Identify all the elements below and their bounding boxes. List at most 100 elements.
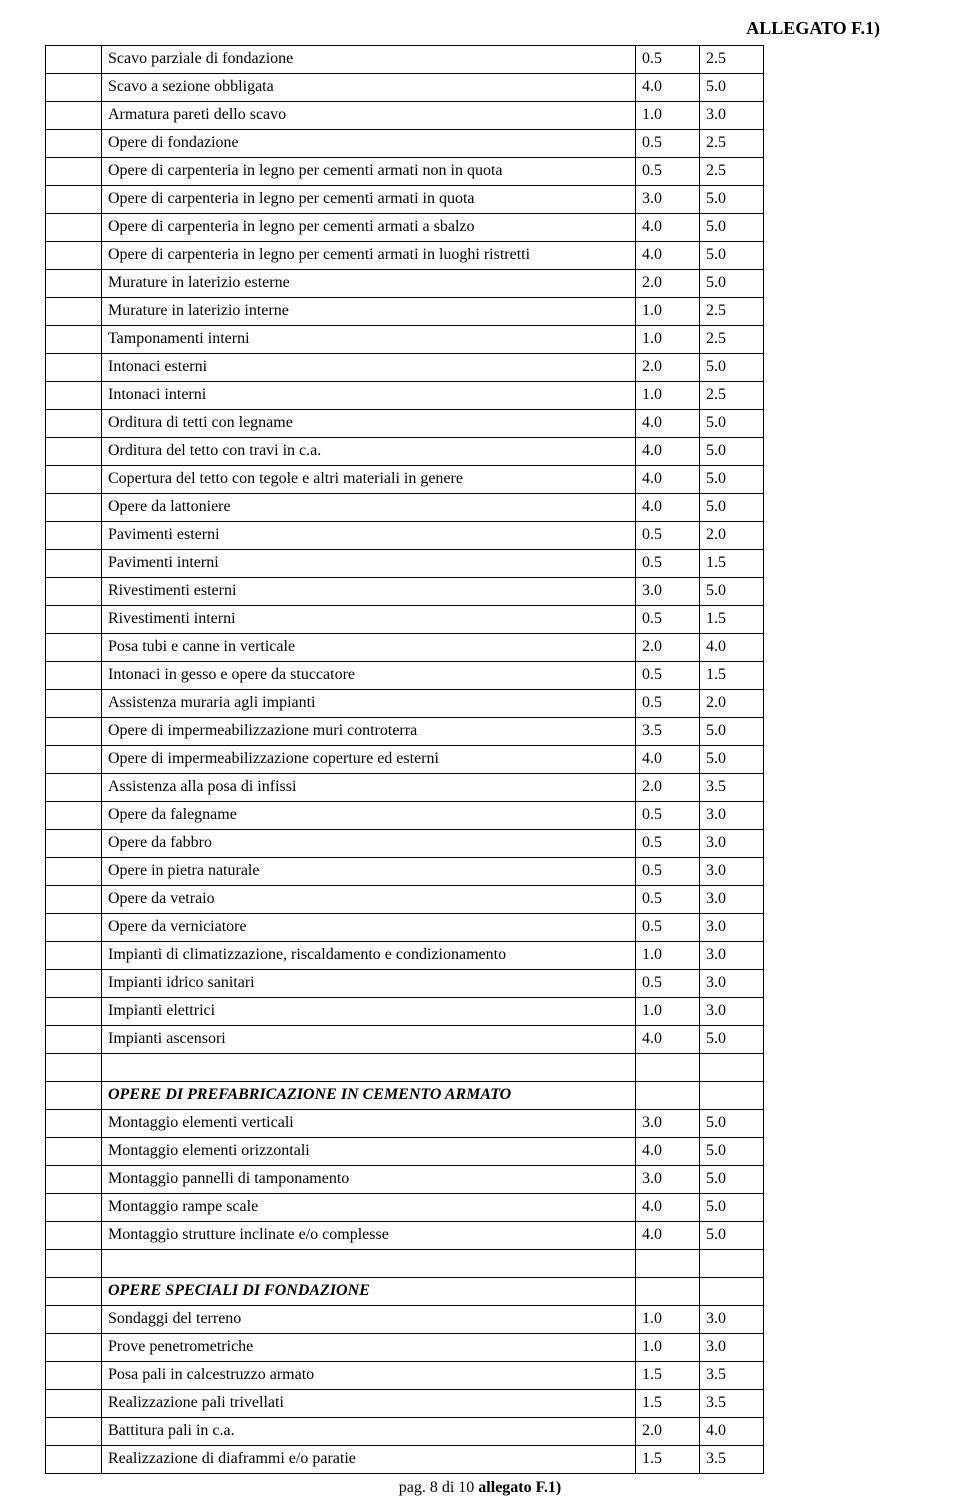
table-row: Montaggio pannelli di tamponamento3.05.0 xyxy=(46,1166,764,1194)
empty-cell xyxy=(46,214,102,242)
empty-cell xyxy=(46,494,102,522)
value-2: 1.5 xyxy=(700,662,764,690)
table-row: Rivestimenti interni0.51.5 xyxy=(46,606,764,634)
item-label: Intonaci interni xyxy=(102,382,636,410)
empty-cell xyxy=(46,690,102,718)
empty-cell xyxy=(46,1362,102,1390)
empty-cell xyxy=(46,606,102,634)
empty-cell xyxy=(46,1082,102,1110)
empty-cell xyxy=(46,634,102,662)
empty-cell xyxy=(700,1082,764,1110)
empty-cell xyxy=(636,1250,700,1278)
table-row: Montaggio strutture inclinate e/o comple… xyxy=(46,1222,764,1250)
table-row: Opere di fondazione0.52.5 xyxy=(46,130,764,158)
empty-cell xyxy=(700,1278,764,1306)
table-row: Intonaci esterni2.05.0 xyxy=(46,354,764,382)
value-1: 1.0 xyxy=(636,102,700,130)
value-2: 3.0 xyxy=(700,886,764,914)
table-row: Montaggio rampe scale4.05.0 xyxy=(46,1194,764,1222)
item-label: Murature in laterizio esterne xyxy=(102,270,636,298)
empty-cell xyxy=(46,1054,102,1082)
item-label: Impianti idrico sanitari xyxy=(102,970,636,998)
table-row: Copertura del tetto con tegole e altri m… xyxy=(46,466,764,494)
value-2: 5.0 xyxy=(700,1138,764,1166)
item-label: Realizzazione pali trivellati xyxy=(102,1390,636,1418)
empty-cell xyxy=(46,1250,102,1278)
item-label: Pavimenti esterni xyxy=(102,522,636,550)
table-row xyxy=(46,1054,764,1082)
value-2: 3.0 xyxy=(700,102,764,130)
value-2: 5.0 xyxy=(700,1222,764,1250)
table-row: Opere da fabbro0.53.0 xyxy=(46,830,764,858)
empty-cell xyxy=(46,746,102,774)
value-1: 3.0 xyxy=(636,1166,700,1194)
table-row: Intonaci in gesso e opere da stuccatore0… xyxy=(46,662,764,690)
value-2: 3.0 xyxy=(700,830,764,858)
item-label: Opere di carpenteria in legno per cement… xyxy=(102,242,636,270)
value-2: 3.5 xyxy=(700,1390,764,1418)
value-2: 2.0 xyxy=(700,522,764,550)
table-row: Opere di carpenteria in legno per cement… xyxy=(46,186,764,214)
value-2: 2.5 xyxy=(700,326,764,354)
empty-cell xyxy=(46,438,102,466)
empty-cell xyxy=(46,382,102,410)
item-label: Realizzazione di diaframmi e/o paratie xyxy=(102,1446,636,1474)
table-row: Murature in laterizio esterne2.05.0 xyxy=(46,270,764,298)
item-label: Battitura pali in c.a. xyxy=(102,1418,636,1446)
section-title: OPERE SPECIALI DI FONDAZIONE xyxy=(102,1278,636,1306)
value-2: 5.0 xyxy=(700,270,764,298)
empty-cell xyxy=(46,1026,102,1054)
value-1: 1.0 xyxy=(636,942,700,970)
value-1: 0.5 xyxy=(636,158,700,186)
empty-cell xyxy=(700,1250,764,1278)
empty-cell xyxy=(636,1082,700,1110)
table-row: Scavo a sezione obbligata4.05.0 xyxy=(46,74,764,102)
value-1: 4.0 xyxy=(636,1194,700,1222)
empty-cell xyxy=(700,1054,764,1082)
value-2: 5.0 xyxy=(700,1194,764,1222)
empty-cell xyxy=(46,998,102,1026)
table-row: Opere di impermeabilizzazione muri contr… xyxy=(46,718,764,746)
value-1: 4.0 xyxy=(636,438,700,466)
empty-cell xyxy=(46,1110,102,1138)
empty-cell xyxy=(46,242,102,270)
value-2: 5.0 xyxy=(700,1166,764,1194)
value-1: 1.0 xyxy=(636,326,700,354)
table-row: Realizzazione pali trivellati1.53.5 xyxy=(46,1390,764,1418)
value-2: 5.0 xyxy=(700,494,764,522)
table-row: Posa pali in calcestruzzo armato1.53.5 xyxy=(46,1362,764,1390)
item-label: Opere di carpenteria in legno per cement… xyxy=(102,158,636,186)
empty-cell xyxy=(636,1054,700,1082)
item-label: Pavimenti interni xyxy=(102,550,636,578)
value-1: 3.0 xyxy=(636,1110,700,1138)
value-1: 1.5 xyxy=(636,1390,700,1418)
item-label: Sondaggi del terreno xyxy=(102,1306,636,1334)
item-label: Opere da verniciatore xyxy=(102,914,636,942)
empty-cell xyxy=(46,326,102,354)
value-1: 4.0 xyxy=(636,494,700,522)
value-1: 3.0 xyxy=(636,186,700,214)
value-1: 0.5 xyxy=(636,550,700,578)
table-row: OPERE DI PREFABRICAZIONE IN CEMENTO ARMA… xyxy=(46,1082,764,1110)
value-1: 1.5 xyxy=(636,1446,700,1474)
table-row: Orditura del tetto con travi in c.a.4.05… xyxy=(46,438,764,466)
value-2: 5.0 xyxy=(700,1026,764,1054)
table-row: Montaggio elementi verticali3.05.0 xyxy=(46,1110,764,1138)
table-row: Impianti ascensori4.05.0 xyxy=(46,1026,764,1054)
value-1: 0.5 xyxy=(636,830,700,858)
document-page: ALLEGATO F.1) Scavo parziale di fondazio… xyxy=(0,0,960,1512)
value-2: 3.0 xyxy=(700,942,764,970)
empty-cell xyxy=(102,1054,636,1082)
table-row: Impianti elettrici1.03.0 xyxy=(46,998,764,1026)
empty-cell xyxy=(46,830,102,858)
value-1: 2.0 xyxy=(636,634,700,662)
value-1: 1.0 xyxy=(636,1334,700,1362)
empty-cell xyxy=(46,410,102,438)
value-1: 0.5 xyxy=(636,690,700,718)
value-2: 3.0 xyxy=(700,914,764,942)
item-label: Opere in pietra naturale xyxy=(102,858,636,886)
value-1: 0.5 xyxy=(636,858,700,886)
value-2: 3.0 xyxy=(700,998,764,1026)
item-label: Impianti ascensori xyxy=(102,1026,636,1054)
empty-cell xyxy=(46,1166,102,1194)
